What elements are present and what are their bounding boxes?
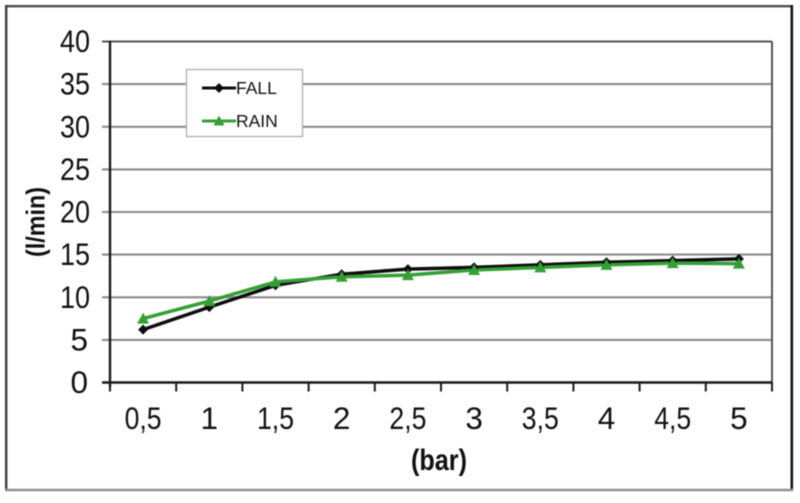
svg-text:5: 5 <box>70 321 88 357</box>
svg-text:4: 4 <box>598 400 616 436</box>
svg-text:4,5: 4,5 <box>654 400 691 436</box>
svg-text:3: 3 <box>465 400 483 436</box>
svg-text:0: 0 <box>70 364 88 400</box>
svg-text:30: 30 <box>60 108 90 144</box>
svg-text:1: 1 <box>201 400 219 436</box>
svg-text:1,5: 1,5 <box>257 400 294 436</box>
svg-text:RAIN: RAIN <box>236 111 278 131</box>
svg-text:(bar): (bar) <box>411 444 467 477</box>
svg-text:25: 25 <box>60 151 90 187</box>
svg-text:3,5: 3,5 <box>522 400 559 436</box>
svg-text:35: 35 <box>60 66 90 102</box>
svg-text:FALL: FALL <box>236 78 277 98</box>
svg-text:10: 10 <box>60 279 90 315</box>
svg-text:5: 5 <box>730 400 748 436</box>
svg-text:(l/min): (l/min) <box>21 187 51 257</box>
svg-text:20: 20 <box>60 194 90 230</box>
svg-text:2: 2 <box>333 400 351 436</box>
svg-text:2,5: 2,5 <box>389 400 426 436</box>
svg-text:15: 15 <box>60 236 90 272</box>
svg-text:40: 40 <box>60 23 90 59</box>
svg-text:0,5: 0,5 <box>125 400 162 436</box>
